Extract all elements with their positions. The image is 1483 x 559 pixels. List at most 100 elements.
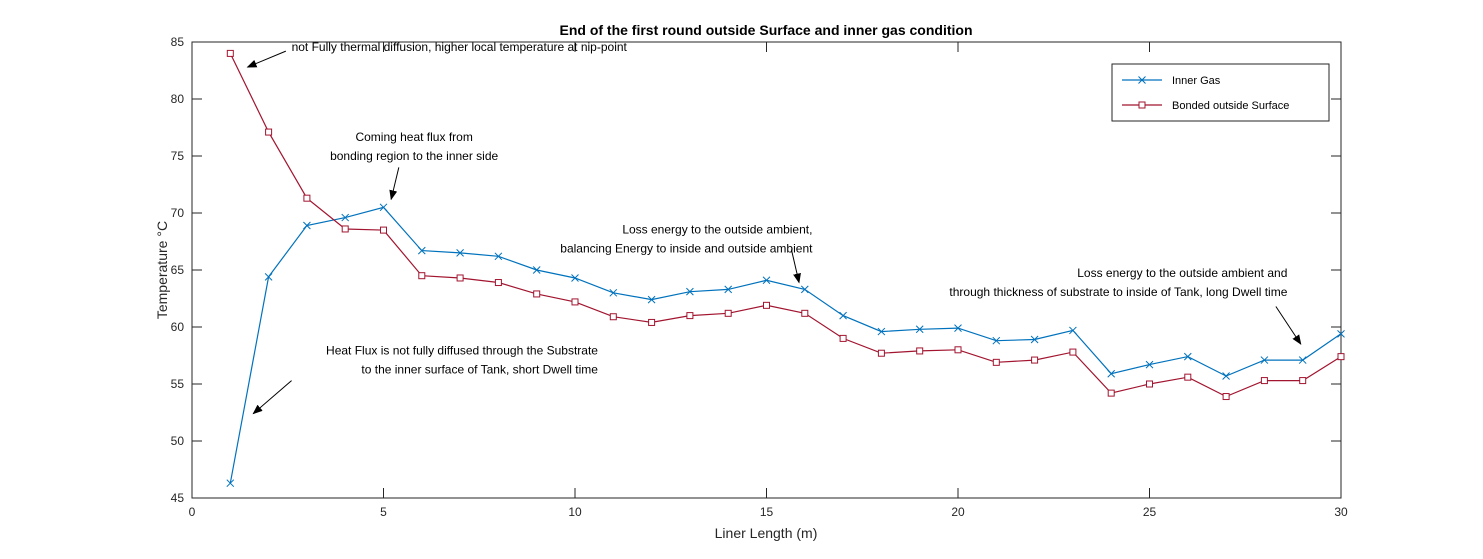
legend-label: Bonded outside Surface [1172,100,1289,112]
data-point [341,213,350,222]
annotation-text: balancing Energy to inside and outside a… [560,242,813,256]
y-axis-title-text: Temperature [154,240,170,319]
data-point [800,285,809,294]
y-axis-title: Temperature °C [154,221,170,319]
data-point [380,226,387,234]
x-tick-label: 5 [380,505,387,519]
data-point [954,346,962,354]
data-point [1184,373,1192,381]
data-point [1107,389,1115,397]
x-tick-label: 10 [568,505,582,519]
chart-title: End of the first round outside Surface a… [559,22,972,38]
legend-box [1111,63,1330,122]
data-point [992,336,1001,345]
annotation-arrow [389,167,400,201]
data-point [648,318,656,326]
annotation-text: Loss energy to the outside ambient, [622,223,812,237]
data-point [379,203,388,212]
data-point [1337,353,1345,361]
annotation-5: Heat Flux is not fully diffused through … [252,343,598,415]
annotation-text: Coming heat flux from [355,130,472,144]
data-point [1145,360,1154,369]
y-tick-label: 75 [171,149,185,163]
annotation-arrow [790,249,801,284]
data-point [494,279,502,287]
data-point [724,285,733,294]
x-tick-label: 0 [189,505,196,519]
series-2 [226,49,1345,401]
annotation-arrow [246,50,287,68]
annotation-text: bonding region to the inner side [330,149,498,163]
annotation-text: through thickness of substrate to inside… [949,285,1287,299]
series-layer [226,49,1345,488]
data-point [418,272,426,280]
data-point [609,288,618,297]
data-point [1031,356,1039,364]
data-point [1030,335,1039,344]
data-point [1069,326,1077,335]
series-1 [226,203,1345,488]
data-point [1183,352,1192,361]
annotation-text: Loss energy to the outside ambient and [1077,266,1287,280]
annotation-arrow [252,380,292,415]
data-point [686,287,694,296]
y-axis-title-group: Temperature °C [154,221,170,319]
annotation-text: Heat Flux is not fully diffused through … [326,343,598,357]
data-point [915,325,924,334]
y-tick-label: 70 [171,206,185,220]
annotation-3: Loss energy to the outside ambient, balan… [560,223,813,284]
x-tick-label: 15 [760,505,774,519]
data-point [992,358,1000,366]
y-tick-label: 85 [171,35,185,49]
y-tick-label: 60 [171,320,185,334]
data-point [724,309,732,317]
data-point [265,128,273,136]
data-point [417,246,426,255]
data-point [456,274,464,282]
data-point [1146,380,1153,388]
y-tick-label: 50 [171,434,185,448]
legend-item: Inner Gas [1122,75,1221,87]
data-point [226,479,235,488]
annotation-2: Coming heat flux from bonding region to t… [330,130,499,201]
x-tick-label: 20 [951,505,965,519]
data-point [341,225,349,233]
annotation-text: to the inner surface of Tank, short Dwel… [361,362,598,376]
axes: 0 5 10 15 20 25 30 45 50 55 60 65 70 75 80 85 [171,35,1348,519]
y-axis-title-unit: °C [154,221,170,237]
data-point [1337,329,1345,338]
data-point [226,49,234,57]
data-point [1299,377,1307,385]
data-point [877,327,886,336]
annotation-1: not Fully thermal diffusion, higher loca… [246,40,628,68]
y-tick-label: 80 [171,92,185,106]
x-tick-label: 30 [1334,505,1348,519]
data-point [1107,369,1116,378]
data-point [456,249,464,257]
series-line [229,206,1342,484]
data-point [916,347,924,355]
y-tick-label: 45 [171,491,185,505]
data-point [303,221,311,230]
data-point [839,334,847,342]
data-point [533,290,541,298]
data-point [839,311,847,320]
data-point [609,313,617,321]
data-point [647,295,656,304]
y-tick-label: 55 [171,377,185,391]
legend-item: Bonded outside Surface [1122,100,1289,112]
legend-marker [1138,76,1146,84]
x-tick-label: 25 [1143,505,1157,519]
data-point [532,266,541,274]
data-point [494,252,503,261]
annotations: not Fully thermal diffusion, higher loca… [246,40,1302,415]
data-point [1069,348,1077,356]
data-point [686,312,694,320]
legend-marker [1138,101,1146,109]
data-point [303,194,311,202]
data-point [571,298,579,306]
data-point [1260,356,1269,364]
data-point [1260,377,1268,385]
data-point [1222,393,1230,401]
